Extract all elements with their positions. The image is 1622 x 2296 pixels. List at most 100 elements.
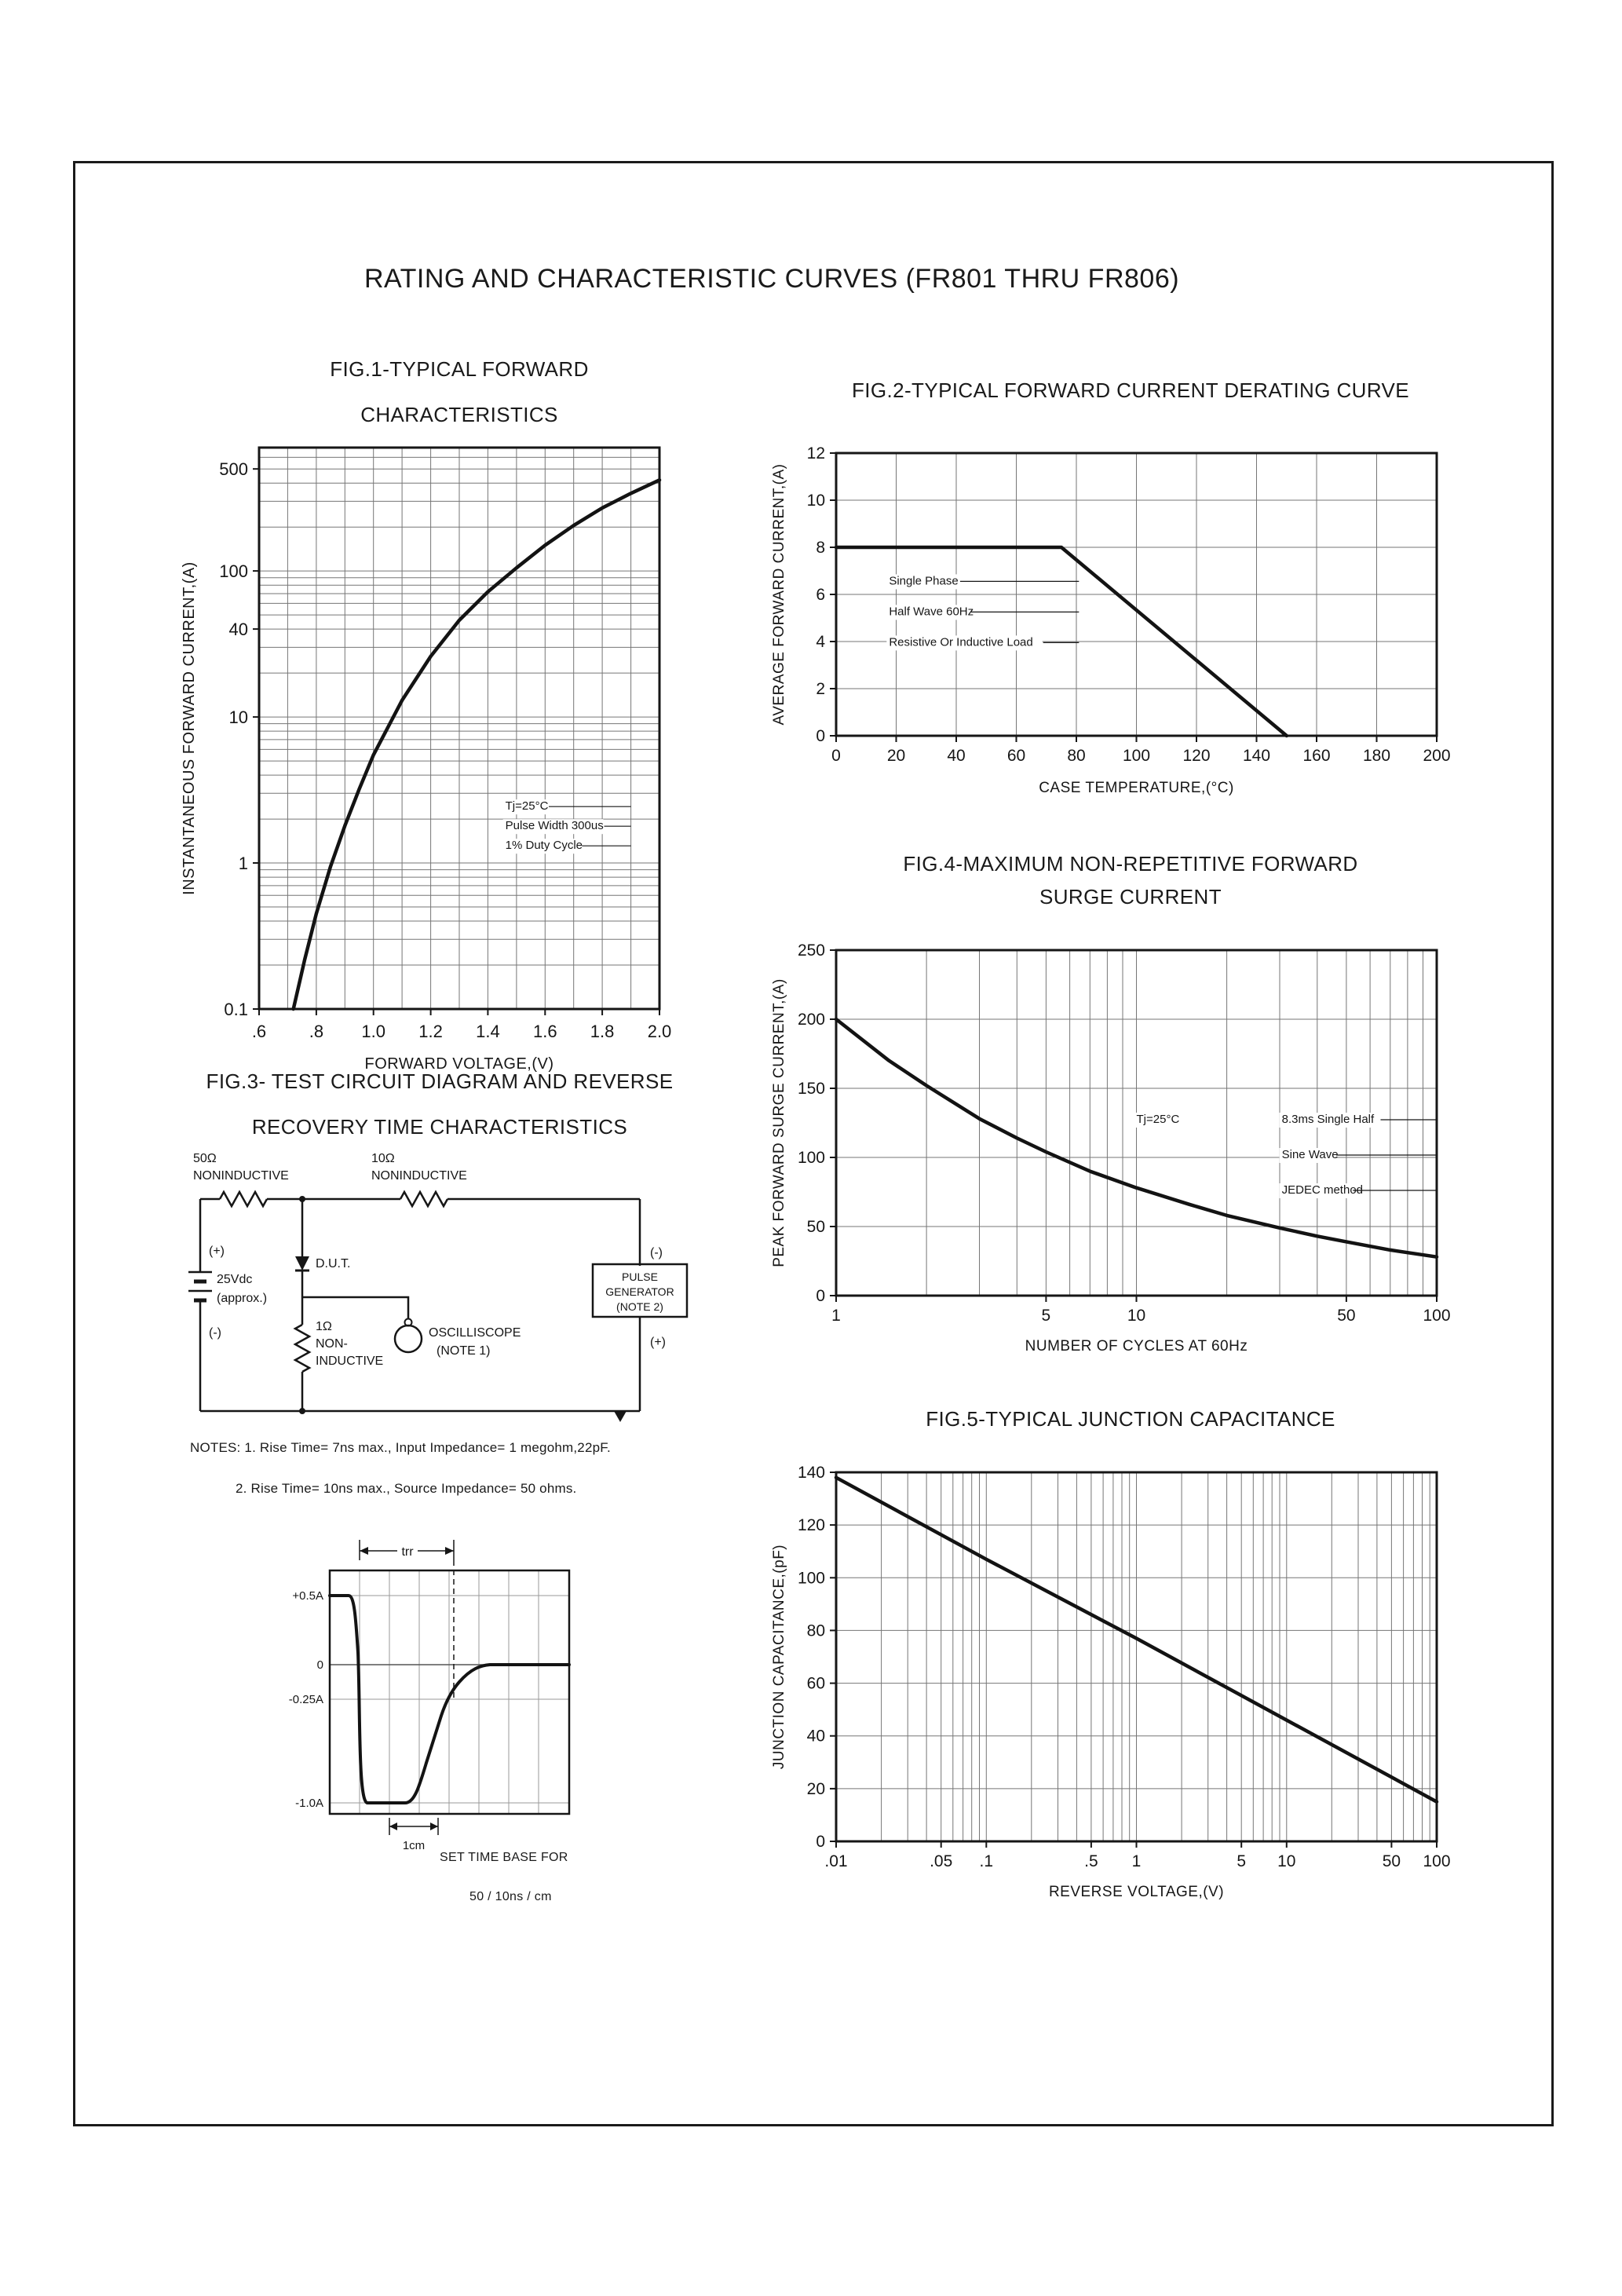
fig5-x-axis-label: REVERSE VOLTAGE,(V) <box>1049 1884 1224 1900</box>
pulse-gen-label-3: (NOTE 2) <box>616 1300 663 1313</box>
svg-text:100: 100 <box>1123 747 1150 765</box>
svg-text:.6: .6 <box>252 1022 266 1041</box>
svg-text:140: 140 <box>1243 747 1270 765</box>
fig1-x-tick-labels: .6 .8 1.0 1.2 1.4 1.6 1.8 2.0 <box>252 1022 671 1041</box>
fig2-caption: FIG.2-TYPICAL FORWARD CURRENT DERATING C… <box>851 378 1410 402</box>
circuit-labels: 50Ω NONINDUCTIVE 10Ω NONINDUCTIVE (+) 25… <box>193 1152 674 1368</box>
fig4-annotation: Tj=25°C <box>1134 1113 1180 1128</box>
page-title: RATING AND CHARACTERISTIC CURVES (FR801 … <box>363 264 1180 294</box>
svg-text:.05: .05 <box>930 1852 952 1870</box>
svg-text:Pulse Width 300us: Pulse Width 300us <box>506 819 604 832</box>
fig2-tick-marks <box>830 452 1438 742</box>
figure-1: FIG.1-TYPICAL FORWARD CHARACTERISTICS .6… <box>177 357 742 1073</box>
battery-minus-label: (-) <box>209 1326 221 1340</box>
one-cm-label: 1cm <box>403 1839 425 1852</box>
circuit-wires <box>199 1197 641 1413</box>
fig1-caption-line1: FIG.1-TYPICAL FORWARD <box>330 357 589 381</box>
level-plus-0-5A: +0.5A <box>292 1589 323 1603</box>
svg-text:0.1: 0.1 <box>224 1000 248 1019</box>
figure-4: FIG.4-MAXIMUM NON-REPETITIVE FORWARD SUR… <box>769 852 1492 1370</box>
fig2-annotation: Single Phase Half Wave 60Hz Resistive Or I… <box>886 574 1080 651</box>
fig2-x-tick-labels: 0 20 40 60 80 100 120 140 160 180 200 <box>831 747 1450 765</box>
trr-label: trr <box>401 1545 414 1559</box>
svg-text:180: 180 <box>1363 747 1390 765</box>
fig5-caption: FIG.5-TYPICAL JUNCTION CAPACITANCE <box>926 1407 1335 1431</box>
svg-text:JEDEC method: JEDEC method <box>1282 1183 1363 1197</box>
pulse-gen-label-1: PULSE <box>622 1270 658 1283</box>
battery-plus-label: (+) <box>209 1245 225 1258</box>
fig2-curve <box>834 545 1289 738</box>
fig4-x-tick-labels: 1 5 10 50 100 <box>831 1307 1450 1325</box>
svg-text:200: 200 <box>1423 747 1450 765</box>
svg-text:1.2: 1.2 <box>418 1022 443 1041</box>
svg-text:80: 80 <box>1067 747 1085 765</box>
fig1-plot-border <box>258 446 661 1011</box>
svg-text:50: 50 <box>807 1218 825 1236</box>
timebase-caption-line1: SET TIME BASE FOR <box>440 1851 568 1864</box>
fig1-tick-marks <box>253 468 660 1015</box>
svg-text:120: 120 <box>798 1516 825 1534</box>
svg-text:Tj=25°C: Tj=25°C <box>1137 1113 1180 1126</box>
figure-5: FIG.5-TYPICAL JUNCTION CAPACITANCE .01.0… <box>769 1407 1492 1941</box>
svg-text:20: 20 <box>807 1780 825 1798</box>
fig4-chart: 1 5 10 50 100 0 50 100 150 200 250 NUMBER OF CYCLES… <box>771 941 1451 1355</box>
svg-text:250: 250 <box>798 941 825 960</box>
r2-type-label: NONINDUCTIVE <box>371 1169 467 1183</box>
svg-text:100: 100 <box>219 561 248 581</box>
svg-text:8.3ms Single Half: 8.3ms Single Half <box>1282 1113 1375 1126</box>
svg-text:1: 1 <box>1132 1852 1142 1870</box>
svg-text:160: 160 <box>1302 747 1330 765</box>
svg-text:Resistive Or Inductive Load: Resistive Or Inductive Load <box>889 635 1032 649</box>
resistor-10ohm-symbol <box>399 1190 449 1208</box>
fig1-chart: .6 .8 1.0 1.2 1.4 1.6 1.8 2.0 500 100 40 10 1 0.1 FORW… <box>181 446 671 1073</box>
fig1-curve <box>291 478 662 1011</box>
svg-text:0: 0 <box>816 1833 825 1851</box>
svg-text:50: 50 <box>1383 1852 1401 1870</box>
figure-3: FIG.3- TEST CIRCUIT DIAGRAM AND REVERSE … <box>118 1069 762 1941</box>
svg-text:.8: .8 <box>309 1022 323 1041</box>
fig5-chart: .01 .05 .1 .5 1 5 10 50 100 0 20 40 60 80 100 120 140 REV… <box>771 1464 1451 1900</box>
svg-text:4: 4 <box>816 633 825 651</box>
waveform-level-labels: +0.5A 0 -0.25A -1.0A <box>289 1589 323 1810</box>
diode-dut-symbol <box>295 1256 309 1270</box>
svg-text:.5: .5 <box>1084 1852 1098 1870</box>
fig4-caption-line2: SURGE CURRENT <box>1039 885 1222 909</box>
svg-text:1.6: 1.6 <box>533 1022 557 1041</box>
fig5-tick-marks <box>830 1472 1438 1848</box>
cm-arrow-right <box>430 1823 438 1830</box>
svg-text:.1: .1 <box>980 1852 994 1870</box>
svg-text:0: 0 <box>816 727 825 745</box>
svg-text:40: 40 <box>807 1727 825 1746</box>
r2-value-label: 10Ω <box>371 1152 395 1165</box>
svg-text:10: 10 <box>1127 1307 1145 1325</box>
fig5-plot-border <box>835 1471 1438 1843</box>
svg-text:Half Wave 60Hz: Half Wave 60Hz <box>889 605 974 618</box>
fig3-recovery-waveform-chart: trr +0.5A 0 -0.25A -1.0A 1cm <box>289 1540 571 1852</box>
fig1-gridlines <box>259 448 659 1009</box>
svg-text:Sine Wave: Sine Wave <box>1282 1148 1339 1161</box>
svg-text:10: 10 <box>1277 1852 1295 1870</box>
cm-arrow-left <box>389 1823 397 1830</box>
page-border <box>73 161 1554 2126</box>
svg-text:120: 120 <box>1182 747 1210 765</box>
svg-text:1.0: 1.0 <box>361 1022 385 1041</box>
fig2-y-tick-labels: 0 2 4 6 8 10 12 <box>807 444 826 745</box>
waveform-grid <box>330 1570 569 1814</box>
r3-line2-label: NON- <box>316 1337 348 1351</box>
fig2-y-axis-label: AVERAGE FORWARD CURRENT,(A) <box>771 463 787 725</box>
r1-value-label: 50Ω <box>193 1152 217 1165</box>
fig1-y-axis-label: INSTANTANEOUS FORWARD CURRENT,(A) <box>181 561 198 895</box>
pulse-gen-plus-label: (+) <box>650 1336 666 1349</box>
svg-text:1% Duty Cycle: 1% Duty Cycle <box>506 839 583 852</box>
fig5-gridlines <box>836 1472 1437 1841</box>
svg-text:50: 50 <box>1337 1307 1355 1325</box>
svg-text:10: 10 <box>229 707 248 727</box>
svg-text:2: 2 <box>816 680 825 698</box>
svg-text:200: 200 <box>798 1011 825 1029</box>
level-minus-0-25A: -0.25A <box>289 1693 323 1706</box>
oscilloscope-icon <box>393 1324 423 1354</box>
svg-text:1.8: 1.8 <box>590 1022 615 1041</box>
level-zero: 0 <box>317 1658 323 1672</box>
fig3-test-circuit-diagram: 50Ω NONINDUCTIVE 10Ω NONINDUCTIVE (+) 25… <box>188 1152 689 1422</box>
fig2-chart: 0 20 40 60 80 100 120 140 160 180 200 0 2 4 6 8 10 12 CASE… <box>771 444 1451 796</box>
